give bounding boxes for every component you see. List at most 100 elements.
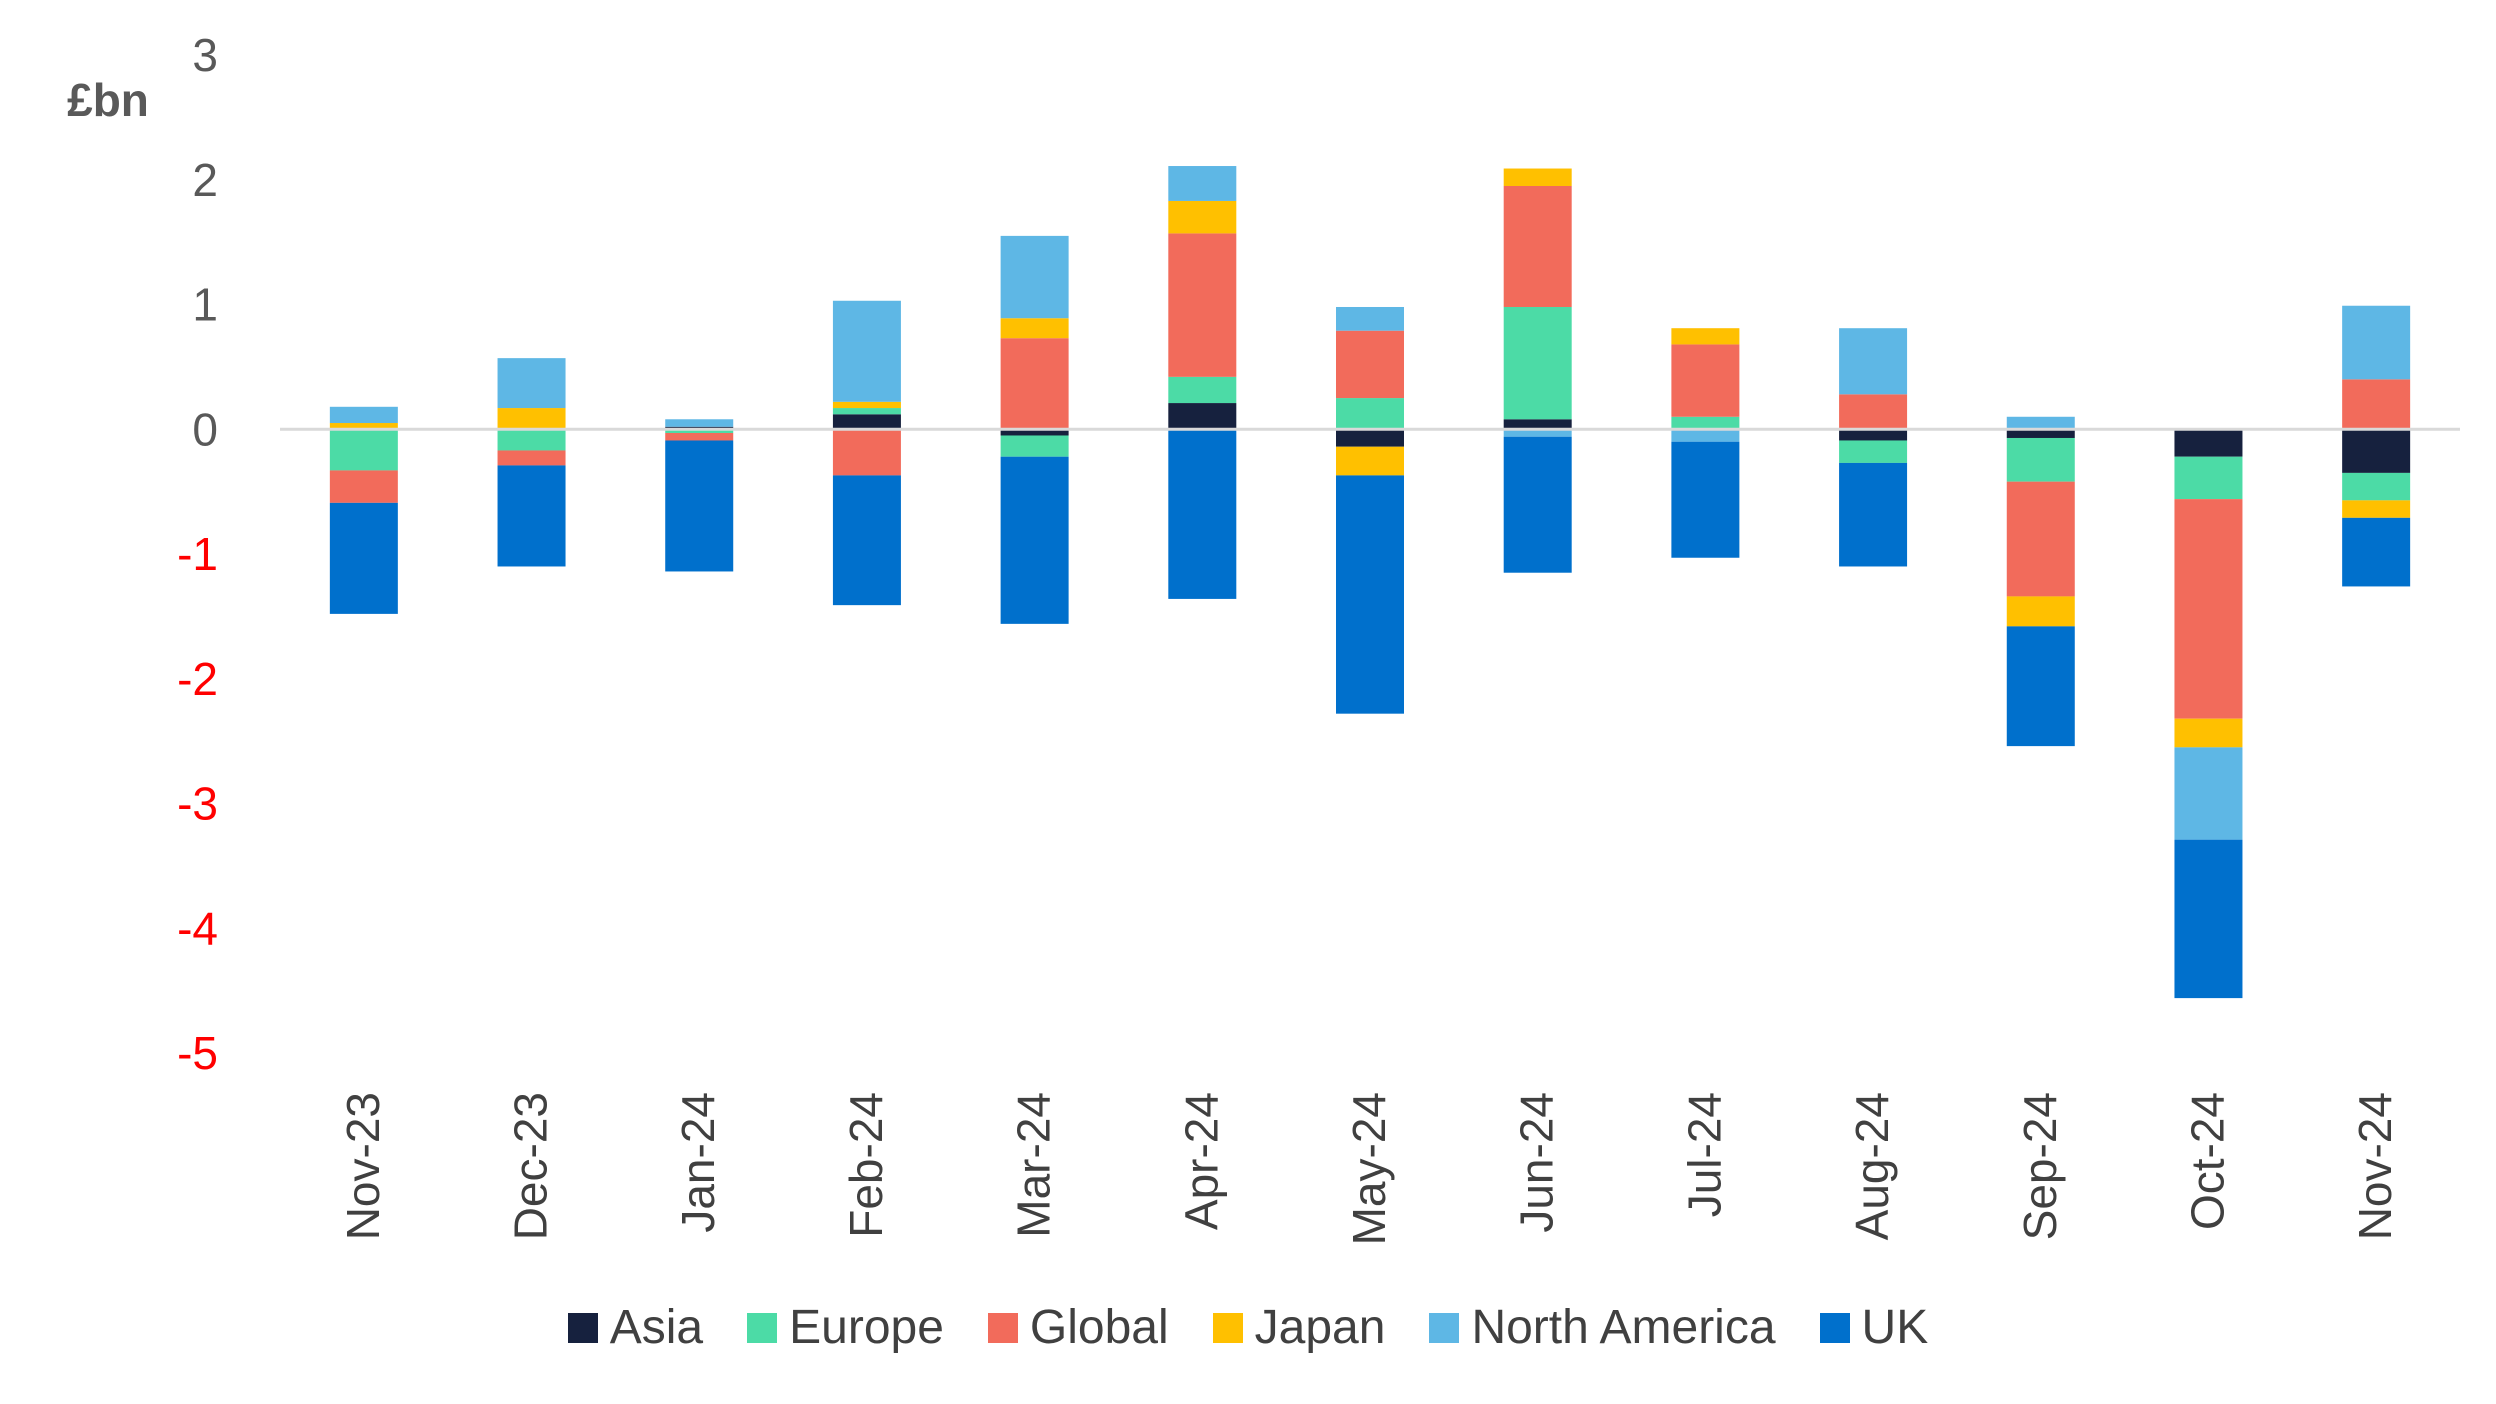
bar-segment-asia-aug-24 (1839, 429, 1908, 441)
y-tick-label: -3 (177, 778, 218, 830)
bar-segment-japan-jul-24 (1671, 328, 1740, 345)
x-tick-label: Jul-24 (1678, 1092, 1730, 1217)
bar-segment-uk-feb-24 (832, 475, 901, 606)
legend: Asia Europe Global Japan North America UK (0, 1300, 2496, 1355)
bar-segment-europe-dec-23 (497, 429, 566, 451)
bar-segment-japan-nov-23 (329, 423, 398, 429)
bar-segment-north-america-nov-24 (2342, 305, 2411, 380)
bar-segment-uk-nov-23 (329, 502, 398, 614)
bar-segment-uk-nov-24 (2342, 517, 2411, 587)
bar-segment-europe-feb-24 (832, 408, 901, 415)
bar-segment-global-jan-24 (665, 432, 734, 441)
bar-segment-asia-nov-24 (2342, 429, 2411, 473)
legend-label: Global (1029, 1301, 1169, 1354)
bar-segment-uk-jul-24 (1671, 441, 1740, 558)
x-tick-label: Nov-24 (2349, 1092, 2401, 1240)
bar-segment-uk-sep-24 (2006, 626, 2075, 747)
bar-segment-north-america-aug-24 (1839, 328, 1908, 395)
bar-segment-north-america-jun-24 (1503, 429, 1572, 437)
x-tick-label: Jan-24 (672, 1092, 724, 1233)
bar-segment-europe-jun-24 (1503, 306, 1572, 420)
bar-segment-uk-oct-24 (2174, 839, 2243, 999)
bar-segment-north-america-mar-24 (1000, 235, 1069, 319)
x-axis-ticks: Nov-23 Dec-23 Jan-24 Feb-24 Mar-24 Apr-24 May-… (337, 1092, 2401, 1245)
bar-segment-asia-apr-24 (1168, 403, 1237, 430)
y-tick-label: -5 (177, 1027, 218, 1079)
y-tick-label: 3 (192, 29, 218, 81)
bar-segment-europe-apr-24 (1168, 376, 1237, 404)
legend-swatch (1212, 1312, 1243, 1343)
bars-layer (329, 166, 2411, 999)
bar-segment-uk-apr-24 (1168, 429, 1237, 599)
legend-swatch (1819, 1312, 1850, 1343)
bar-segment-north-america-jul-24 (1671, 429, 1740, 442)
legend-item-uk: UK (1819, 1300, 1929, 1355)
bar-segment-europe-jul-24 (1671, 416, 1740, 430)
legend-label: UK (1861, 1301, 1929, 1354)
bar-segment-north-america-feb-24 (832, 300, 901, 402)
legend-item-europe: Europe (747, 1300, 944, 1355)
bar-segment-europe-sep-24 (2006, 437, 2075, 482)
bar-segment-north-america-apr-24 (1168, 166, 1237, 201)
x-tick-label: Mar-24 (1008, 1092, 1060, 1238)
y-tick-label: 1 (192, 279, 218, 331)
x-tick-label: May-24 (1343, 1092, 1395, 1245)
legend-label: Japan (1254, 1301, 1386, 1354)
bar-segment-asia-feb-24 (832, 414, 901, 430)
bar-segment-global-jun-24 (1503, 185, 1572, 307)
bar-segment-asia-sep-24 (2006, 429, 2075, 438)
bar-segment-north-america-nov-23 (329, 406, 398, 424)
x-tick-label: Dec-23 (505, 1092, 557, 1240)
bar-segment-europe-aug-24 (1839, 440, 1908, 463)
bar-segment-uk-may-24 (1336, 475, 1404, 714)
legend-label: North America (1471, 1301, 1776, 1354)
x-tick-label: Sep-24 (2014, 1092, 2066, 1240)
x-tick-label: Feb-24 (840, 1092, 892, 1238)
bar-segment-global-nov-23 (329, 470, 398, 503)
bar-segment-north-america-jan-24 (665, 419, 734, 427)
bar-segment-uk-mar-24 (1000, 456, 1069, 624)
bar-segment-uk-jun-24 (1503, 436, 1572, 573)
bar-segment-north-america-dec-23 (497, 358, 566, 409)
x-tick-label: Aug-24 (1846, 1092, 1898, 1240)
y-tick-label: 0 (192, 403, 218, 455)
bar-segment-global-apr-24 (1168, 233, 1237, 377)
bar-segment-global-mar-24 (1000, 338, 1069, 430)
bar-segment-north-america-sep-24 (2006, 416, 2075, 430)
x-tick-label: Nov-23 (337, 1092, 389, 1240)
bar-segment-north-america-may-24 (1336, 306, 1404, 331)
legend-swatch (747, 1312, 778, 1343)
x-tick-label: Jun-24 (1511, 1092, 1563, 1233)
bar-segment-global-feb-24 (832, 429, 901, 476)
bar-segment-japan-dec-23 (497, 408, 566, 430)
legend-label: Europe (789, 1301, 944, 1354)
bar-segment-global-dec-23 (497, 450, 566, 466)
bar-segment-europe-jan-24 (665, 429, 734, 433)
bar-segment-asia-mar-24 (1000, 429, 1069, 436)
bar-segment-europe-mar-24 (1000, 435, 1069, 457)
legend-swatch (1429, 1312, 1460, 1343)
bar-segment-uk-jan-24 (665, 440, 734, 572)
y-tick-label: -2 (177, 653, 218, 705)
bar-segment-global-jul-24 (1671, 344, 1740, 417)
legend-item-north-america: North America (1429, 1300, 1776, 1355)
chart-svg: 3 2 1 0 -1 -2 -3 -4 -5 Nov-23 Dec-23 Jan-24 Feb-24 M… (67, 29, 2460, 1245)
bar-segment-japan-oct-24 (2174, 718, 2243, 748)
y-tick-label: -1 (177, 528, 218, 580)
bar-segment-europe-may-24 (1336, 398, 1404, 430)
bar-segment-japan-sep-24 (2006, 596, 2075, 627)
bar-segment-europe-nov-24 (2342, 472, 2411, 501)
bar-segment-europe-nov-23 (329, 429, 398, 471)
x-tick-label: Apr-24 (1175, 1092, 1227, 1230)
bar-segment-north-america-oct-24 (2174, 747, 2243, 840)
y-tick-label: -4 (177, 902, 218, 954)
bar-segment-global-oct-24 (2174, 499, 2243, 719)
bar-segment-global-may-24 (1336, 330, 1404, 399)
bar-segment-uk-aug-24 (1839, 462, 1908, 567)
bar-segment-japan-may-24 (1336, 446, 1404, 476)
bar-segment-japan-jun-24 (1503, 168, 1572, 186)
bar-segment-uk-dec-23 (497, 465, 566, 567)
bar-segment-global-nov-24 (2342, 379, 2411, 430)
bar-segment-global-aug-24 (1839, 394, 1908, 430)
